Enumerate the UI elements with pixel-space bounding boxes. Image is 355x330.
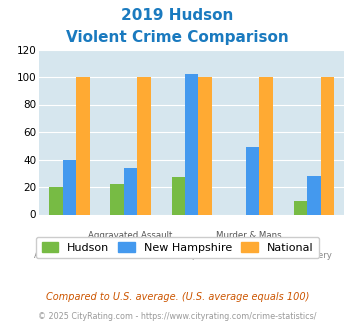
Bar (198, 77, 212, 214)
Text: Rape: Rape (181, 251, 203, 260)
Bar (185, 74, 198, 215)
Text: Robbery: Robbery (296, 251, 332, 260)
Bar (124, 168, 137, 215)
Text: Aggravated Assault: Aggravated Assault (88, 231, 173, 240)
Text: Murder & Mans...: Murder & Mans... (216, 231, 290, 240)
Text: Compared to U.S. average. (U.S. average equals 100): Compared to U.S. average. (U.S. average … (46, 292, 309, 302)
Bar (260, 77, 273, 214)
Text: 2019 Hudson: 2019 Hudson (121, 8, 234, 23)
Bar (63, 159, 76, 214)
Bar (49, 187, 63, 214)
Bar (137, 77, 151, 214)
Bar (321, 77, 334, 214)
Bar (294, 201, 307, 214)
Text: All Violent Crime: All Violent Crime (34, 251, 105, 260)
Bar (246, 147, 260, 214)
Text: Violent Crime Comparison: Violent Crime Comparison (66, 30, 289, 45)
Bar (110, 184, 124, 214)
Bar (307, 176, 321, 214)
Legend: Hudson, New Hampshire, National: Hudson, New Hampshire, National (36, 237, 319, 258)
Bar (171, 178, 185, 214)
Text: © 2025 CityRating.com - https://www.cityrating.com/crime-statistics/: © 2025 CityRating.com - https://www.city… (38, 312, 317, 321)
Bar (76, 77, 90, 214)
